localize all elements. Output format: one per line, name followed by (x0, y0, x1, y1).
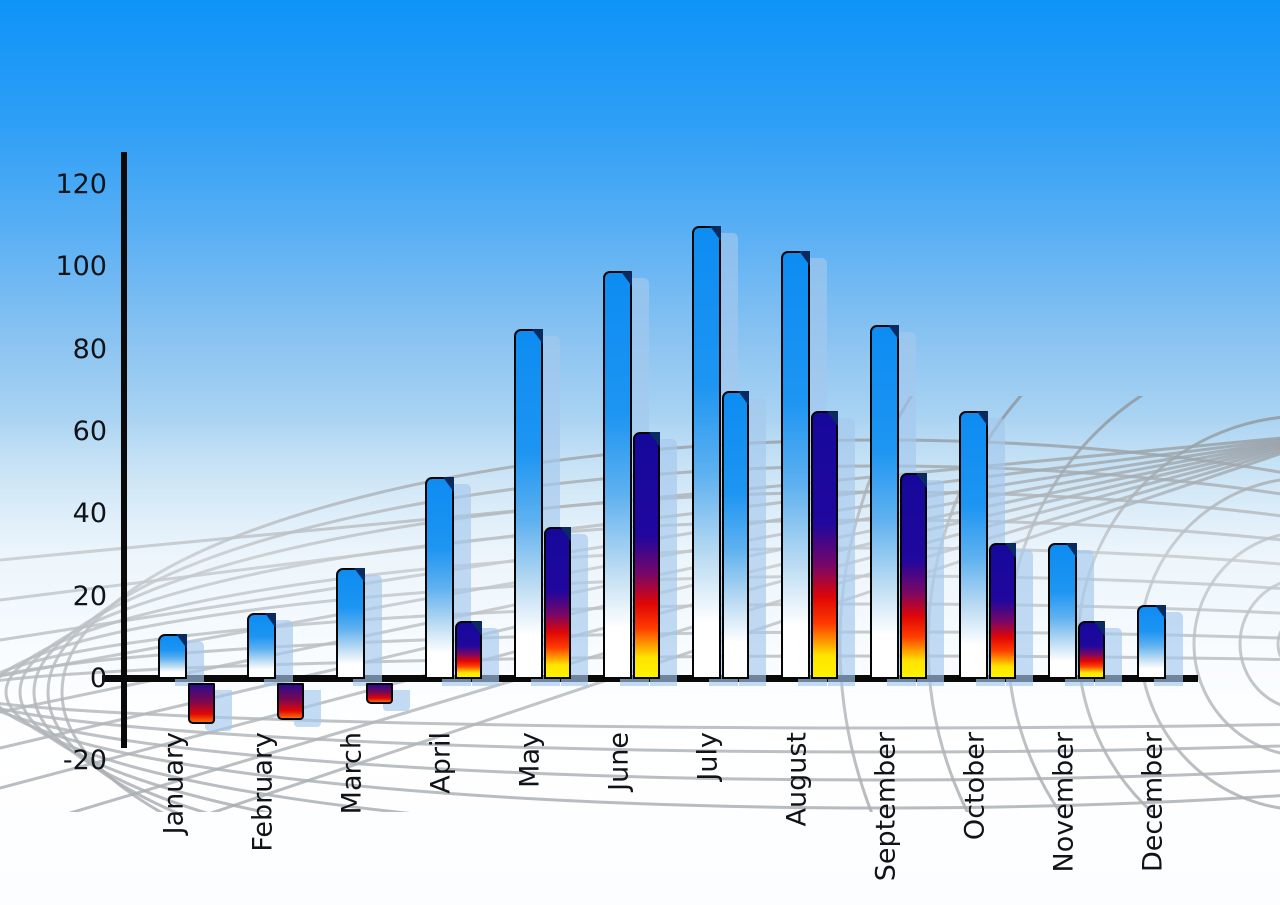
bar-july-secondary (722, 390, 749, 679)
bar-september-primary (870, 324, 899, 679)
bar-top-bevel (621, 271, 632, 287)
bar-top-bevel (649, 431, 660, 447)
bar-top-bevel (710, 226, 721, 242)
y-axis-tick-label: 120 (55, 168, 107, 200)
bar-june-primary (603, 271, 632, 679)
bar-april-secondary (455, 621, 482, 679)
x-axis-label-november: November (1048, 732, 1080, 873)
bar-september-secondary (900, 473, 927, 679)
bar-march-secondary (366, 683, 393, 704)
bar-november-primary (1048, 543, 1077, 679)
y-axis-tick-label: -20 (62, 745, 107, 777)
x-axis-label-august: August (781, 732, 813, 827)
y-axis-line (121, 152, 127, 748)
bar-top-bevel (443, 477, 454, 493)
bar-april-primary (425, 477, 454, 679)
bar-top-bevel (738, 390, 749, 406)
bar-june-secondary (633, 431, 660, 679)
y-axis-tick-label: 40 (72, 498, 107, 530)
y-axis-tick-label: 60 (72, 415, 107, 447)
bar-top-bevel (176, 633, 187, 649)
x-axis-label-june: June (603, 732, 635, 791)
bar-top-bevel (265, 613, 276, 629)
bar-top-bevel (1066, 543, 1077, 559)
x-axis-label-january: January (158, 732, 190, 835)
bar-may-secondary (544, 526, 571, 679)
x-axis-label-october: October (959, 732, 991, 841)
x-axis-label-september: September (870, 732, 902, 882)
bar-august-secondary (811, 411, 838, 679)
bar-top-bevel (977, 411, 988, 427)
bar-may-primary (514, 329, 543, 679)
y-axis-tick-label: 0 (89, 663, 107, 694)
bar-august-primary (781, 250, 810, 679)
bar-top-bevel (799, 250, 810, 266)
bar-july-primary (692, 226, 721, 679)
bar-march-primary (336, 567, 365, 679)
x-axis-label-december: December (1137, 732, 1169, 873)
bar-october-secondary (989, 543, 1016, 679)
bar-january-secondary (188, 683, 215, 725)
bar-december-primary (1137, 604, 1166, 679)
x-axis-label-july: July (692, 732, 724, 781)
x-axis-label-may: May (514, 732, 546, 788)
x-axis-label-april: April (425, 732, 457, 794)
bar-top-bevel (532, 329, 543, 345)
bar-top-bevel (354, 567, 365, 583)
bar-october-primary (959, 411, 988, 679)
bar-february-secondary (277, 683, 304, 721)
bar-top-bevel (1094, 621, 1105, 637)
bar-top-bevel (888, 324, 899, 340)
bar-top-bevel (471, 621, 482, 637)
bar-top-bevel (827, 411, 838, 427)
y-axis-tick-label: 80 (72, 333, 107, 365)
bar-january-primary (158, 633, 187, 679)
bar-february-primary (247, 613, 276, 679)
x-axis-label-march: March (336, 732, 368, 815)
bar-top-bevel (1005, 543, 1016, 559)
bar-top-bevel (560, 526, 571, 542)
bar-top-bevel (916, 473, 927, 489)
bar-november-secondary (1078, 621, 1105, 679)
y-axis-tick-label: 20 (72, 580, 107, 612)
bar-top-bevel (1155, 604, 1166, 620)
x-axis-label-february: February (247, 732, 279, 852)
y-axis-tick-label: 100 (55, 251, 107, 283)
